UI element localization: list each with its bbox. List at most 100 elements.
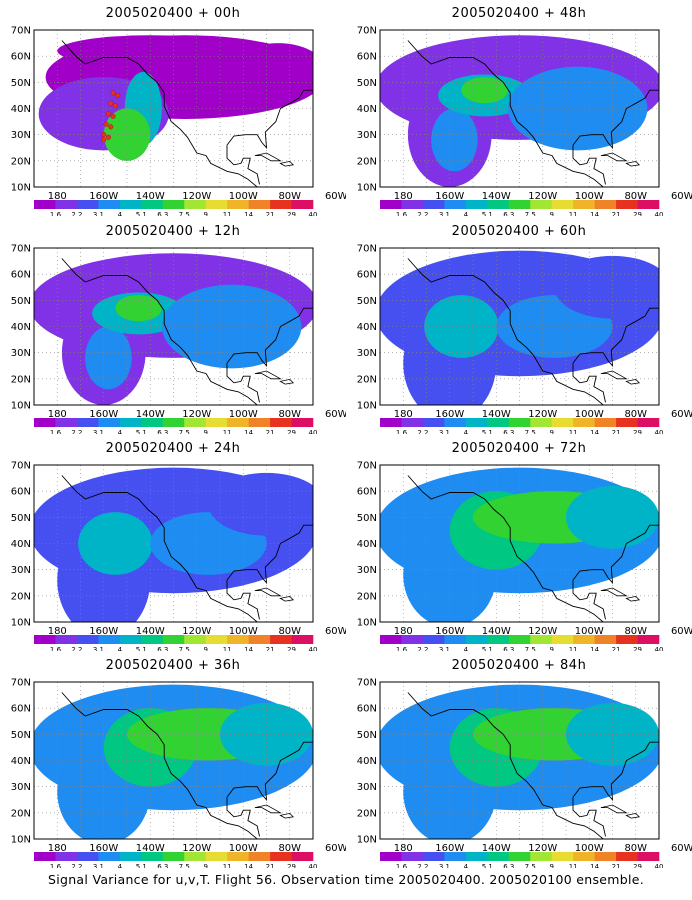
coastline [226,797,260,837]
lon-tick-label: 100W [229,409,258,420]
colorbar-swatch [76,200,99,209]
lon-tick-label: 160W [435,843,464,854]
island-coastline [254,370,282,380]
coastline [226,580,260,620]
colorbar-label: 3.1 [439,863,450,868]
lon-tick-label: 140W [136,409,165,420]
colorbar-label: 6.3 [503,646,514,651]
colorbar-swatch [141,635,164,644]
colorbar-label: 14 [590,646,599,651]
lat-tick-label: 30N [11,565,31,576]
colorbar-label: 4 [464,211,469,216]
observation-point [103,121,109,127]
lat-tick-label: 10N [11,183,31,194]
colorbar-swatch [616,200,638,209]
colorbar-label: 1.6 [50,429,62,434]
colorbar-label: 3.1 [439,646,450,651]
colorbar-swatch [594,852,617,861]
lat-tick-label: 40N [357,104,377,115]
lon-tick-label: 100W [229,626,258,637]
coastline [61,258,258,405]
observation-point [112,103,118,109]
island-coastline [600,587,628,597]
variance-contour-fill [78,512,153,575]
lon-tick-label: 60W [671,843,692,854]
colorbar-swatch [551,200,574,209]
colorbar-label: 9 [203,429,207,434]
colorbar-swatch [594,418,617,427]
colorbar-swatch [401,635,424,644]
colorbar-swatch [487,200,510,209]
lon-tick-label: 140W [482,626,511,637]
colorbar-swatch [465,852,488,861]
panel-title: 2005020400 + 60h [451,224,587,239]
lat-tick-label: 30N [11,130,31,141]
lat-tick-label: 60N [357,52,377,63]
colorbar-label: 14 [244,429,253,434]
colorbar-swatch [444,852,467,861]
lat-tick-label: 10N [11,401,31,412]
colorbar-label: 40 [655,429,664,434]
lat-tick-label: 40N [11,104,31,115]
colorbar-swatch [551,418,574,427]
colorbar-swatch [291,635,314,644]
colorbar-swatch [270,418,292,427]
colorbar-label: 2.2 [417,211,428,216]
lon-tick-label: 180 [48,626,67,637]
lat-tick-label: 60N [11,270,31,281]
colorbar-label: 6.3 [157,863,168,868]
lat-tick-label: 20N [357,808,377,819]
colorbar-swatch [422,418,445,427]
lat-tick-label: 20N [11,156,31,167]
colorbar-swatch [119,852,142,861]
colorbar-label: 40 [309,863,318,868]
coastline [572,307,659,368]
lon-tick-label: 80W [624,409,647,420]
coastline [572,580,606,620]
lon-tick-label: 160W [435,626,464,637]
map-frame [33,681,314,840]
colorbar-swatch [205,200,228,209]
panel-title: 2005020400 + 72h [451,441,587,456]
colorbar-swatch [55,852,78,861]
colorbar-label: 11 [569,211,578,216]
colorbar-swatch [573,200,595,209]
colorbar-swatch [616,852,638,861]
lon-tick-label: 60W [325,191,346,202]
coastline [226,307,313,368]
colorbar-label: 11 [569,863,578,868]
observation-point [108,124,114,130]
lon-tick-label: 160W [435,191,464,202]
lon-tick-label: 160W [435,409,464,420]
variance-contour-fill [507,66,648,151]
colorbar-label: 29 [287,211,296,216]
observation-point [108,100,114,106]
colorbar-swatch [76,418,99,427]
colorbar-label: 21 [612,211,621,216]
colorbar-label: 3.1 [93,646,104,651]
colorbar-swatch [98,635,121,644]
lat-tick-label: 70N [357,244,377,255]
lat-tick-label: 50N [11,513,31,524]
lat-tick-label: 10N [357,183,377,194]
coastline [572,363,606,403]
lat-tick-label: 10N [357,401,377,412]
colorbar-swatch [594,200,617,209]
island-coastline [254,804,282,814]
colorbar-swatch [465,418,488,427]
colorbar-swatch [141,852,164,861]
colorbar-label: 5.1 [136,429,147,434]
colorbar-label: 40 [309,646,318,651]
lat-tick-label: 60N [357,487,377,498]
colorbar-swatch [55,635,78,644]
colorbar-swatch [508,635,531,644]
colorbar-swatch [76,635,99,644]
lon-tick-label: 120W [182,626,211,637]
lon-tick-label: 120W [528,843,557,854]
colorbar-label: 21 [266,646,275,651]
lon-tick-label: 60W [671,191,692,202]
lat-tick-label: 40N [357,322,377,333]
lon-tick-label: 100W [575,409,604,420]
lon-tick-label: 80W [278,843,301,854]
observation-point [110,113,116,119]
